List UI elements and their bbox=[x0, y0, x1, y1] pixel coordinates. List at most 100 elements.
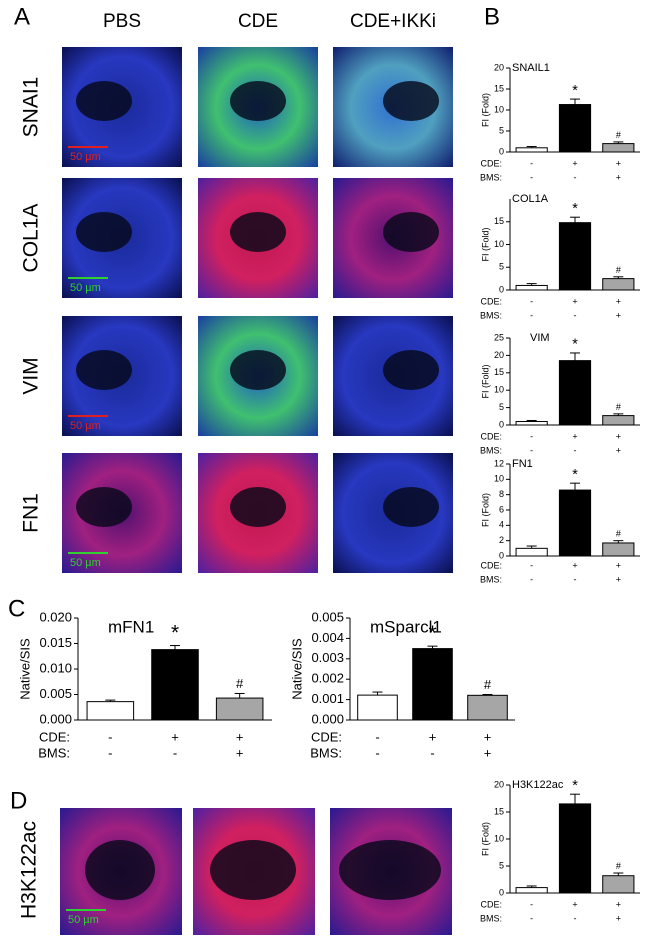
bar bbox=[215, 697, 264, 721]
y-tick-label: 5 bbox=[499, 262, 504, 272]
condition-value: + bbox=[572, 158, 577, 168]
y-tick-label: 10 bbox=[494, 833, 504, 843]
y-tick-label: 0.003 bbox=[311, 650, 344, 665]
y-axis-label: FI (Fold) bbox=[480, 93, 490, 127]
airway-lumen bbox=[230, 212, 286, 252]
condition-value: + bbox=[616, 574, 621, 584]
error-bar bbox=[570, 216, 580, 223]
bar bbox=[602, 143, 635, 153]
error-bar bbox=[613, 276, 624, 279]
y-tick-label: 20 bbox=[494, 62, 504, 72]
y-axis-label: Native/SIS bbox=[17, 638, 32, 700]
bar bbox=[86, 701, 135, 721]
chart-title: FN1 bbox=[512, 458, 533, 470]
condition-label: BMS: bbox=[38, 745, 70, 760]
y-tick-label: 0.000 bbox=[39, 711, 72, 726]
error-bar bbox=[234, 692, 245, 699]
bar bbox=[412, 648, 453, 721]
condition-value: - bbox=[108, 729, 112, 744]
y-tick-label: 0.002 bbox=[311, 671, 344, 686]
condition-value: + bbox=[616, 310, 621, 320]
row-label: SNAI1 bbox=[20, 77, 43, 138]
scale-label: 50 µm bbox=[70, 151, 101, 163]
error-bar bbox=[570, 482, 580, 491]
row-label: H3K122ac bbox=[18, 821, 41, 919]
condition-value: + bbox=[616, 445, 621, 455]
airway-lumen bbox=[230, 350, 286, 390]
y-tick-label: 0.020 bbox=[39, 609, 72, 624]
y-tick-label: 20 bbox=[494, 350, 504, 360]
condition-value: + bbox=[616, 296, 621, 306]
condition-value: - bbox=[375, 745, 379, 760]
condition-value: - bbox=[530, 158, 533, 168]
airway-lumen bbox=[383, 350, 439, 390]
y-tick-label: 5 bbox=[499, 402, 504, 412]
condition-value: - bbox=[108, 745, 112, 760]
condition-label: CDE: bbox=[480, 899, 502, 909]
scale-label: 50 µm bbox=[70, 557, 101, 569]
airway-lumen bbox=[76, 487, 132, 527]
y-tick-label: 0 bbox=[499, 146, 504, 156]
condition-value: - bbox=[530, 445, 533, 455]
airway-lumen bbox=[383, 212, 439, 252]
airway-lumen bbox=[339, 840, 441, 900]
row-label: VIM bbox=[20, 357, 43, 394]
condition-value: - bbox=[574, 913, 577, 923]
condition-value: - bbox=[375, 729, 379, 744]
condition-value: + bbox=[236, 745, 244, 760]
chart-title: mSparcl1 bbox=[370, 617, 442, 636]
airway-lumen bbox=[85, 840, 155, 900]
error-bar bbox=[526, 885, 537, 888]
y-tick-label: 20 bbox=[494, 779, 504, 789]
significance-mark: # bbox=[616, 130, 621, 140]
bar bbox=[515, 547, 548, 557]
y-tick-label: 8 bbox=[499, 489, 504, 499]
condition-label: BMS: bbox=[480, 574, 502, 584]
y-tick-label: 0.015 bbox=[39, 635, 72, 650]
error-bar bbox=[427, 645, 438, 649]
y-tick-label: 15 bbox=[494, 367, 504, 377]
significance-mark: * bbox=[428, 622, 436, 645]
significance-mark: # bbox=[484, 677, 492, 692]
y-axis-label: FI (Fold) bbox=[480, 227, 490, 261]
y-axis-label: FI (Fold) bbox=[480, 493, 490, 527]
y-tick-label: 5 bbox=[499, 860, 504, 870]
error-bar bbox=[570, 98, 580, 105]
y-tick-label: 0 bbox=[499, 419, 504, 429]
y-axis-label: FI (Fold) bbox=[480, 822, 490, 856]
y-axis-label: Native/SIS bbox=[289, 638, 304, 700]
condition-value: - bbox=[530, 899, 533, 909]
significance-mark: * bbox=[572, 778, 578, 794]
y-tick-label: 10 bbox=[494, 385, 504, 395]
condition-value: - bbox=[574, 172, 577, 182]
error-bar bbox=[613, 540, 624, 543]
condition-label: BMS: bbox=[480, 172, 502, 182]
error-bar bbox=[372, 691, 383, 696]
airway-lumen bbox=[383, 487, 439, 527]
bar bbox=[602, 542, 635, 557]
significance-mark: * bbox=[572, 337, 578, 353]
condition-value: - bbox=[530, 560, 533, 570]
y-tick-label: 15 bbox=[494, 216, 504, 226]
condition-value: - bbox=[530, 913, 533, 923]
airway-lumen bbox=[230, 487, 286, 527]
condition-value: - bbox=[574, 445, 577, 455]
airway-lumen bbox=[383, 81, 439, 121]
y-tick-label: 10 bbox=[494, 239, 504, 249]
condition-label: CDE: bbox=[311, 729, 342, 744]
condition-value: - bbox=[530, 431, 533, 441]
condition-value: + bbox=[572, 431, 577, 441]
bar bbox=[558, 489, 592, 557]
airway-lumen bbox=[76, 81, 132, 121]
error-bar bbox=[613, 872, 624, 876]
bar bbox=[151, 649, 199, 721]
error-bar bbox=[526, 283, 537, 286]
condition-value: + bbox=[572, 296, 577, 306]
y-tick-label: 5 bbox=[499, 125, 504, 135]
condition-value: - bbox=[530, 172, 533, 182]
significance-mark: # bbox=[616, 861, 621, 871]
airway-lumen bbox=[76, 212, 132, 252]
condition-value: + bbox=[572, 899, 577, 909]
condition-value: + bbox=[616, 431, 621, 441]
bar bbox=[558, 222, 592, 291]
